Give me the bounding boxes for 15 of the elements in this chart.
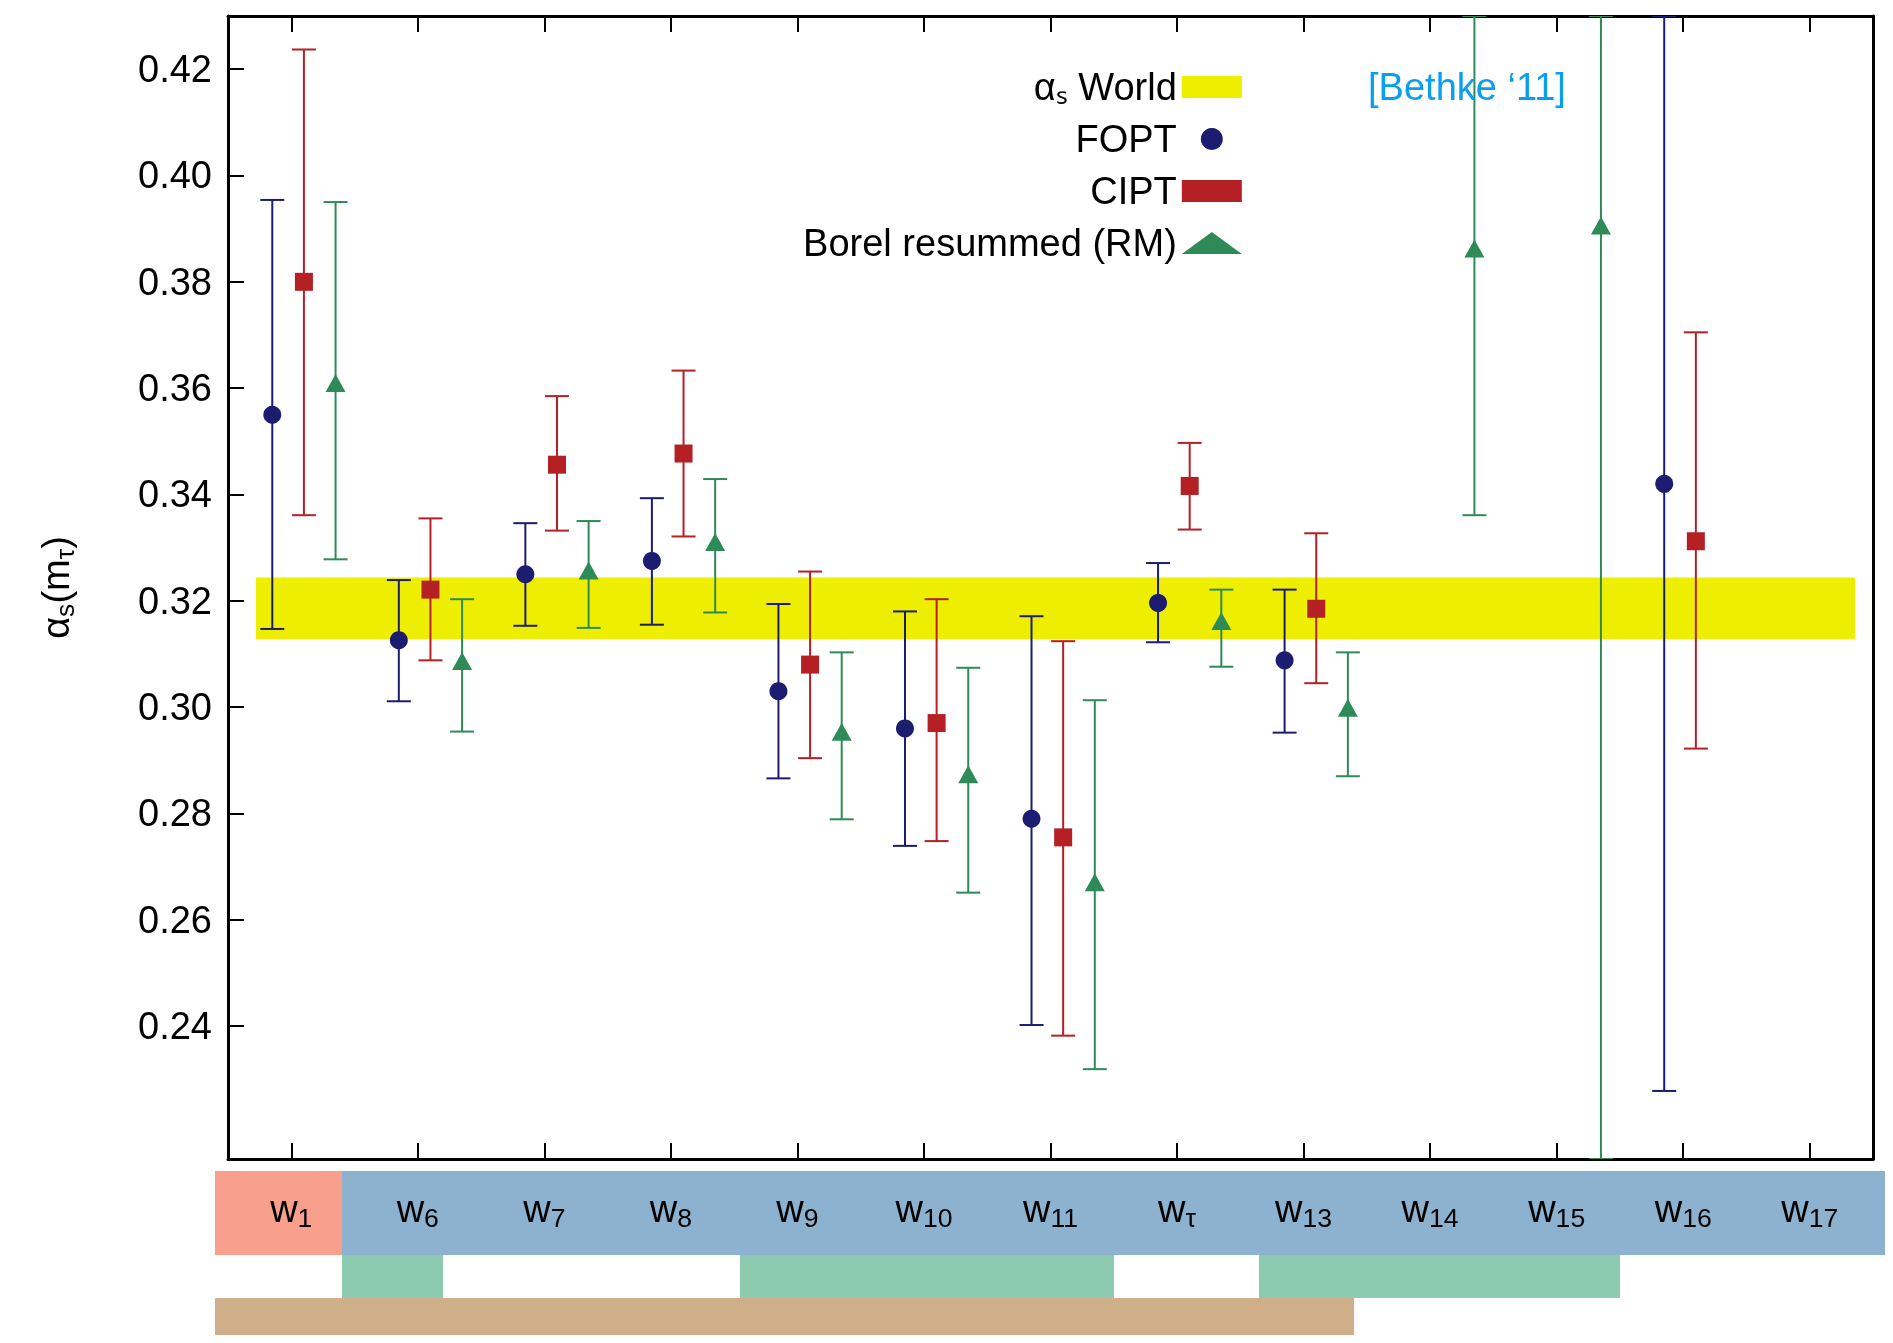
y-tick-label: 0.24 xyxy=(138,1005,212,1048)
y-tick-label: 0.34 xyxy=(138,473,212,516)
y-tick-label: 0.30 xyxy=(138,686,212,729)
y-tick-label: 0.38 xyxy=(138,260,212,303)
legend-label: CIPT xyxy=(1090,170,1177,212)
y-axis-title: αs(mτ) xyxy=(34,536,80,639)
legend-label: Borel resummed (RM) xyxy=(803,222,1177,264)
legend-label: FOPT xyxy=(1075,118,1177,160)
legend-label: αₛ World xyxy=(1033,66,1177,108)
y-tick-label: 0.36 xyxy=(138,367,212,410)
y-tick-label: 0.42 xyxy=(138,48,212,91)
y-tick-label: 0.28 xyxy=(138,792,212,835)
y-tick-label: 0.32 xyxy=(138,579,212,622)
y-tick-label: 0.26 xyxy=(138,898,212,941)
y-tick-label: 0.40 xyxy=(138,154,212,197)
